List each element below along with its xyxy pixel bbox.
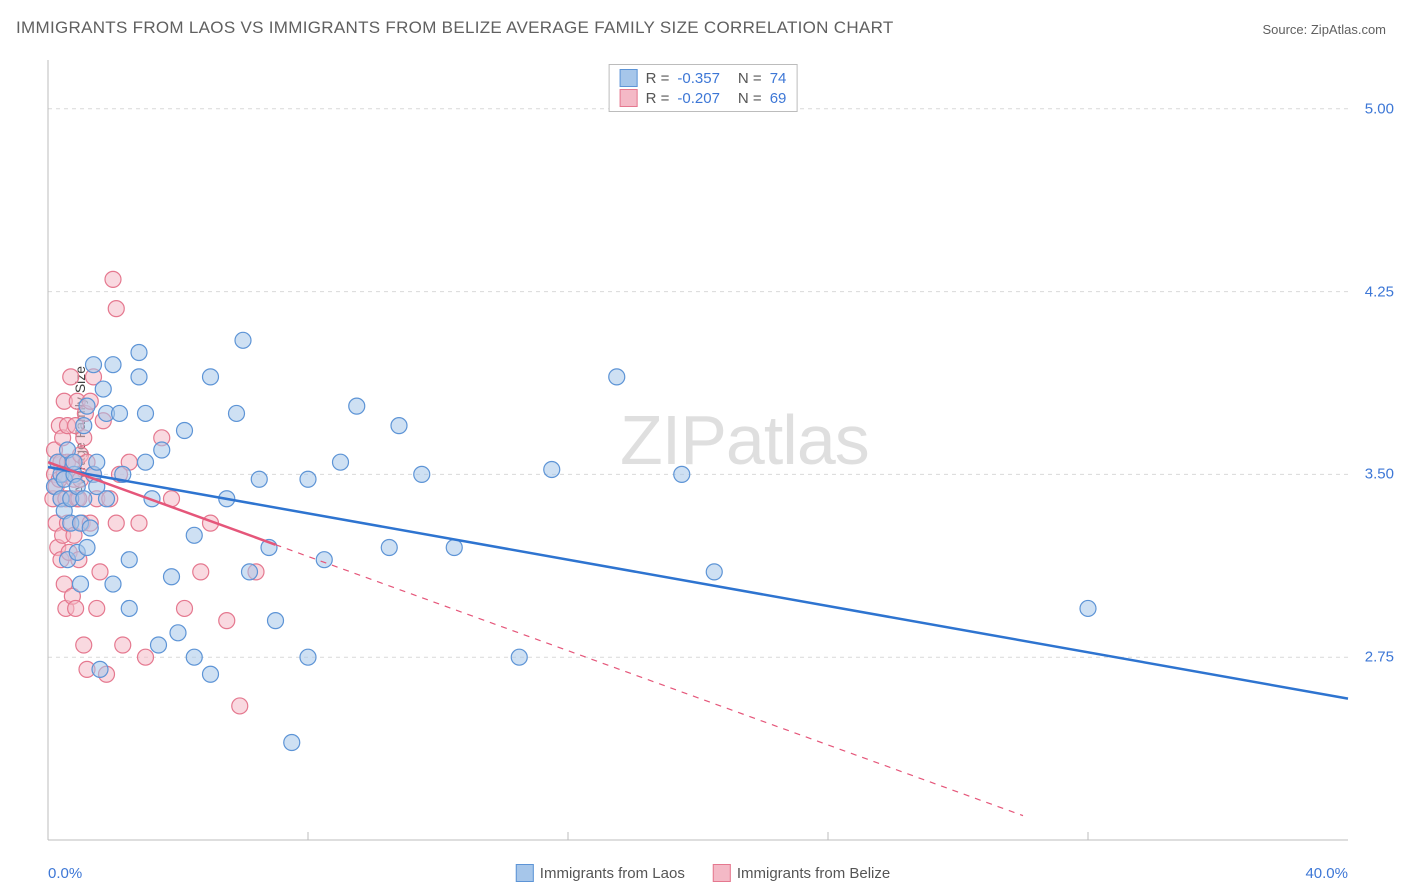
y-tick-label: 4.25	[1365, 283, 1394, 300]
chart-container: IMMIGRANTS FROM LAOS VS IMMIGRANTS FROM …	[0, 0, 1406, 892]
legend-label-belize: Immigrants from Belize	[737, 865, 890, 882]
label-r: R =	[646, 70, 670, 87]
value-n-belize: 69	[770, 90, 787, 107]
scatter-chart	[0, 0, 1406, 892]
swatch-belize	[713, 864, 731, 882]
label-n: N =	[738, 90, 762, 107]
legend-label-laos: Immigrants from Laos	[540, 865, 685, 882]
x-tick-label: 40.0%	[1305, 865, 1348, 882]
value-r-laos: -0.357	[677, 70, 720, 87]
y-tick-label: 5.00	[1365, 100, 1394, 117]
label-n: N =	[738, 70, 762, 87]
correlation-row-laos: R = -0.357 N = 74	[620, 69, 787, 87]
x-tick-label: 0.0%	[48, 865, 82, 882]
y-tick-label: 3.50	[1365, 466, 1394, 483]
y-tick-label: 2.75	[1365, 649, 1394, 666]
correlation-legend: R = -0.357 N = 74 R = -0.207 N = 69	[609, 64, 798, 112]
value-r-belize: -0.207	[677, 90, 720, 107]
legend-item-laos: Immigrants from Laos	[516, 864, 685, 882]
correlation-row-belize: R = -0.207 N = 69	[620, 89, 787, 107]
legend-item-belize: Immigrants from Belize	[713, 864, 890, 882]
swatch-laos	[620, 69, 638, 87]
swatch-laos	[516, 864, 534, 882]
swatch-belize	[620, 89, 638, 107]
label-r: R =	[646, 90, 670, 107]
series-legend: Immigrants from Laos Immigrants from Bel…	[516, 864, 890, 882]
value-n-laos: 74	[770, 70, 787, 87]
